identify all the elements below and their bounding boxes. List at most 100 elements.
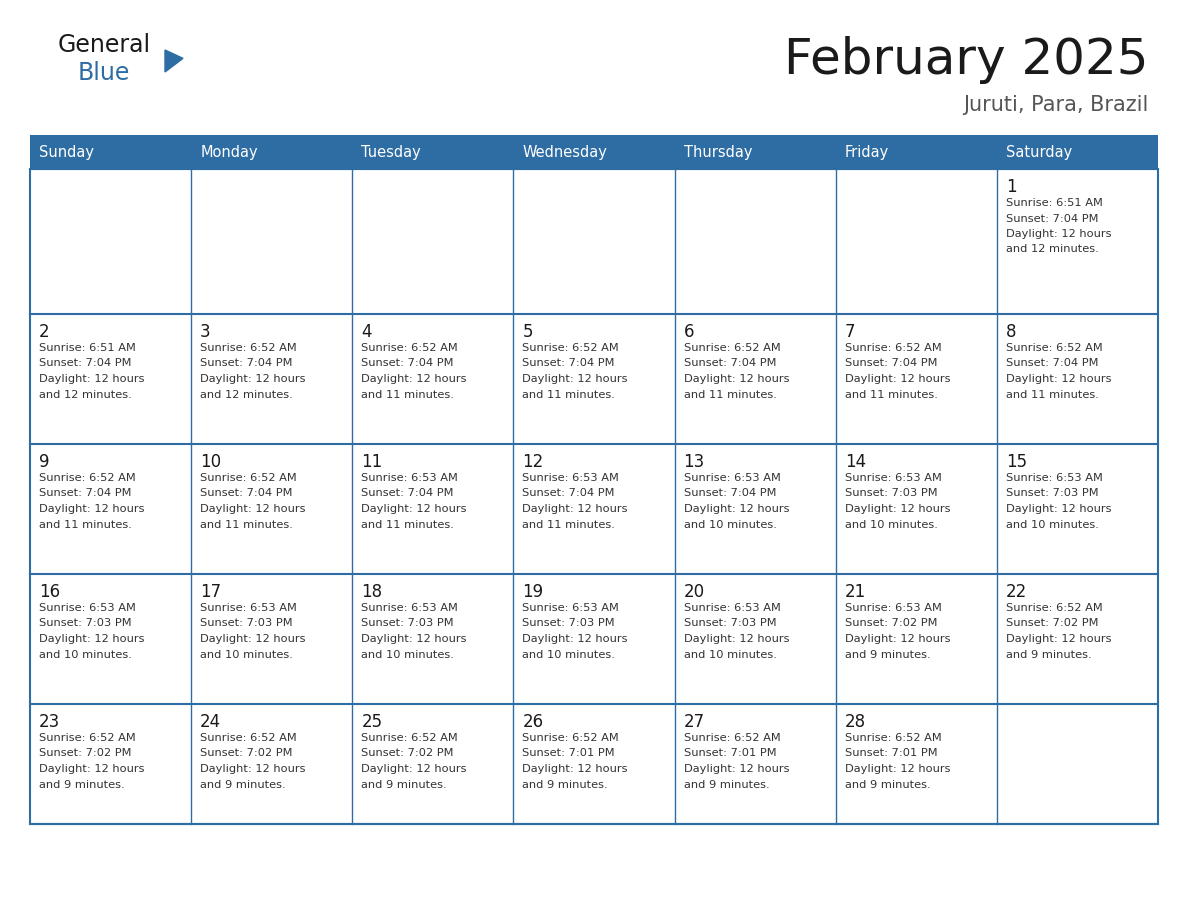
Bar	[30, 444, 191, 574]
Bar	[353, 314, 513, 444]
Text: Sunset: 7:03 PM: Sunset: 7:03 PM	[39, 619, 132, 629]
Text: and 11 minutes.: and 11 minutes.	[39, 520, 132, 530]
Text: 8: 8	[1006, 323, 1017, 341]
Text: Daylight: 12 hours: Daylight: 12 hours	[845, 634, 950, 644]
Text: Sunset: 7:04 PM: Sunset: 7:04 PM	[200, 488, 292, 498]
Bar	[675, 574, 835, 704]
Text: and 10 minutes.: and 10 minutes.	[39, 650, 132, 659]
Text: 26: 26	[523, 713, 544, 731]
Text: Sunrise: 6:52 AM: Sunrise: 6:52 AM	[683, 343, 781, 353]
Text: Daylight: 12 hours: Daylight: 12 hours	[200, 374, 305, 384]
Text: and 10 minutes.: and 10 minutes.	[1006, 520, 1099, 530]
Text: Sunrise: 6:52 AM: Sunrise: 6:52 AM	[523, 733, 619, 743]
Text: Sunrise: 6:52 AM: Sunrise: 6:52 AM	[1006, 603, 1102, 613]
Text: Daylight: 12 hours: Daylight: 12 hours	[361, 504, 467, 514]
Text: and 9 minutes.: and 9 minutes.	[1006, 650, 1092, 659]
Text: Daylight: 12 hours: Daylight: 12 hours	[683, 634, 789, 644]
Text: Sunrise: 6:51 AM: Sunrise: 6:51 AM	[39, 343, 135, 353]
Text: Saturday: Saturday	[1006, 144, 1072, 160]
Text: Sunrise: 6:52 AM: Sunrise: 6:52 AM	[361, 733, 459, 743]
Text: and 10 minutes.: and 10 minutes.	[361, 650, 454, 659]
Bar	[513, 314, 675, 444]
Text: Sunset: 7:03 PM: Sunset: 7:03 PM	[523, 619, 615, 629]
Text: Monday: Monday	[200, 144, 258, 160]
Text: and 12 minutes.: and 12 minutes.	[1006, 244, 1099, 254]
Text: and 9 minutes.: and 9 minutes.	[200, 779, 286, 789]
Bar	[675, 314, 835, 444]
Text: 25: 25	[361, 713, 383, 731]
Text: Blue: Blue	[78, 61, 131, 85]
Text: Daylight: 12 hours: Daylight: 12 hours	[683, 504, 789, 514]
Text: 24: 24	[200, 713, 221, 731]
Text: Daylight: 12 hours: Daylight: 12 hours	[523, 764, 628, 774]
Text: 4: 4	[361, 323, 372, 341]
Bar	[835, 444, 997, 574]
Text: Sunset: 7:03 PM: Sunset: 7:03 PM	[683, 619, 776, 629]
Text: Sunrise: 6:53 AM: Sunrise: 6:53 AM	[1006, 473, 1102, 483]
Bar	[30, 704, 191, 824]
Text: Sunset: 7:03 PM: Sunset: 7:03 PM	[845, 488, 937, 498]
Bar	[997, 314, 1158, 444]
Bar	[30, 574, 191, 704]
Text: 5: 5	[523, 323, 533, 341]
Text: Sunrise: 6:52 AM: Sunrise: 6:52 AM	[845, 343, 941, 353]
Text: Sunrise: 6:52 AM: Sunrise: 6:52 AM	[683, 733, 781, 743]
Bar	[191, 314, 353, 444]
Text: Sunset: 7:04 PM: Sunset: 7:04 PM	[845, 359, 937, 368]
Text: Daylight: 12 hours: Daylight: 12 hours	[1006, 229, 1111, 239]
Text: Daylight: 12 hours: Daylight: 12 hours	[523, 504, 628, 514]
Text: Daylight: 12 hours: Daylight: 12 hours	[845, 504, 950, 514]
Text: and 12 minutes.: and 12 minutes.	[200, 389, 293, 399]
Bar	[353, 169, 513, 314]
Text: 6: 6	[683, 323, 694, 341]
Text: Tuesday: Tuesday	[361, 144, 421, 160]
Text: and 9 minutes.: and 9 minutes.	[845, 779, 930, 789]
Text: Sunrise: 6:52 AM: Sunrise: 6:52 AM	[39, 733, 135, 743]
Text: 2: 2	[39, 323, 50, 341]
Text: Daylight: 12 hours: Daylight: 12 hours	[845, 374, 950, 384]
Bar	[997, 169, 1158, 314]
Bar	[997, 444, 1158, 574]
Text: Daylight: 12 hours: Daylight: 12 hours	[39, 504, 145, 514]
Text: Daylight: 12 hours: Daylight: 12 hours	[1006, 504, 1111, 514]
Text: Sunset: 7:02 PM: Sunset: 7:02 PM	[1006, 619, 1099, 629]
Text: and 11 minutes.: and 11 minutes.	[1006, 389, 1099, 399]
Text: Sunset: 7:02 PM: Sunset: 7:02 PM	[200, 748, 292, 758]
Text: 1: 1	[1006, 178, 1017, 196]
Bar	[353, 574, 513, 704]
Text: 16: 16	[39, 583, 61, 601]
Text: 20: 20	[683, 583, 704, 601]
Bar	[30, 169, 191, 314]
Text: Friday: Friday	[845, 144, 889, 160]
Text: 18: 18	[361, 583, 383, 601]
Text: Daylight: 12 hours: Daylight: 12 hours	[200, 634, 305, 644]
Bar	[513, 704, 675, 824]
Text: 22: 22	[1006, 583, 1028, 601]
Text: Sunset: 7:02 PM: Sunset: 7:02 PM	[361, 748, 454, 758]
Text: Sunrise: 6:53 AM: Sunrise: 6:53 AM	[523, 473, 619, 483]
Text: 17: 17	[200, 583, 221, 601]
Text: Sunrise: 6:53 AM: Sunrise: 6:53 AM	[361, 603, 459, 613]
Bar	[30, 135, 1158, 169]
Text: Sunrise: 6:53 AM: Sunrise: 6:53 AM	[361, 473, 459, 483]
Bar	[835, 574, 997, 704]
Text: Sunset: 7:04 PM: Sunset: 7:04 PM	[361, 359, 454, 368]
Bar	[997, 704, 1158, 824]
Text: Sunday: Sunday	[39, 144, 94, 160]
Text: Sunset: 7:03 PM: Sunset: 7:03 PM	[1006, 488, 1099, 498]
Text: Daylight: 12 hours: Daylight: 12 hours	[361, 634, 467, 644]
Text: Sunset: 7:02 PM: Sunset: 7:02 PM	[845, 619, 937, 629]
Bar	[835, 314, 997, 444]
Bar	[675, 704, 835, 824]
Text: Sunset: 7:04 PM: Sunset: 7:04 PM	[523, 359, 615, 368]
Text: and 9 minutes.: and 9 minutes.	[523, 779, 608, 789]
Text: Sunset: 7:03 PM: Sunset: 7:03 PM	[361, 619, 454, 629]
Text: Sunrise: 6:53 AM: Sunrise: 6:53 AM	[683, 603, 781, 613]
Text: Sunset: 7:04 PM: Sunset: 7:04 PM	[683, 488, 776, 498]
Text: Sunset: 7:01 PM: Sunset: 7:01 PM	[845, 748, 937, 758]
Text: and 11 minutes.: and 11 minutes.	[361, 520, 454, 530]
Text: and 9 minutes.: and 9 minutes.	[361, 779, 447, 789]
Text: Sunrise: 6:52 AM: Sunrise: 6:52 AM	[200, 733, 297, 743]
Text: Daylight: 12 hours: Daylight: 12 hours	[845, 764, 950, 774]
Bar	[835, 169, 997, 314]
